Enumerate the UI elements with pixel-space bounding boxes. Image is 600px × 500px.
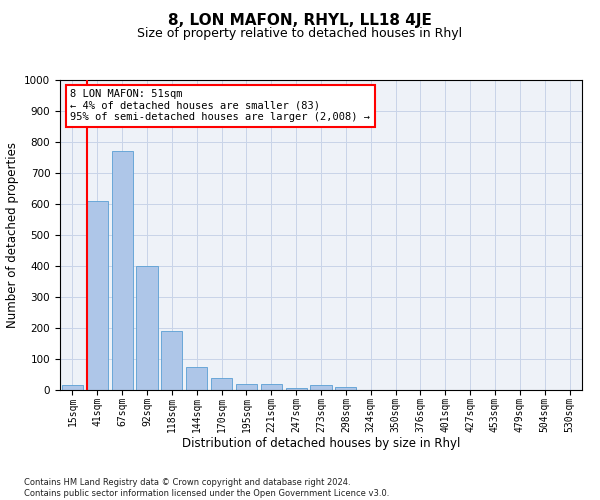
Bar	[236, 384, 257, 390]
Bar	[112, 152, 133, 390]
Bar	[62, 386, 83, 390]
Bar	[136, 266, 158, 390]
Y-axis label: Number of detached properties: Number of detached properties	[5, 142, 19, 328]
Bar	[261, 384, 282, 390]
Text: 8 LON MAFON: 51sqm
← 4% of detached houses are smaller (83)
95% of semi-detached: 8 LON MAFON: 51sqm ← 4% of detached hous…	[70, 90, 370, 122]
Text: 8, LON MAFON, RHYL, LL18 4JE: 8, LON MAFON, RHYL, LL18 4JE	[168, 12, 432, 28]
Text: Size of property relative to detached houses in Rhyl: Size of property relative to detached ho…	[137, 28, 463, 40]
Bar	[335, 387, 356, 390]
X-axis label: Distribution of detached houses by size in Rhyl: Distribution of detached houses by size …	[182, 437, 460, 450]
Bar	[310, 386, 332, 390]
Text: Contains HM Land Registry data © Crown copyright and database right 2024.
Contai: Contains HM Land Registry data © Crown c…	[24, 478, 389, 498]
Bar	[286, 388, 307, 390]
Bar	[186, 367, 207, 390]
Bar	[161, 331, 182, 390]
Bar	[87, 201, 108, 390]
Bar	[211, 378, 232, 390]
